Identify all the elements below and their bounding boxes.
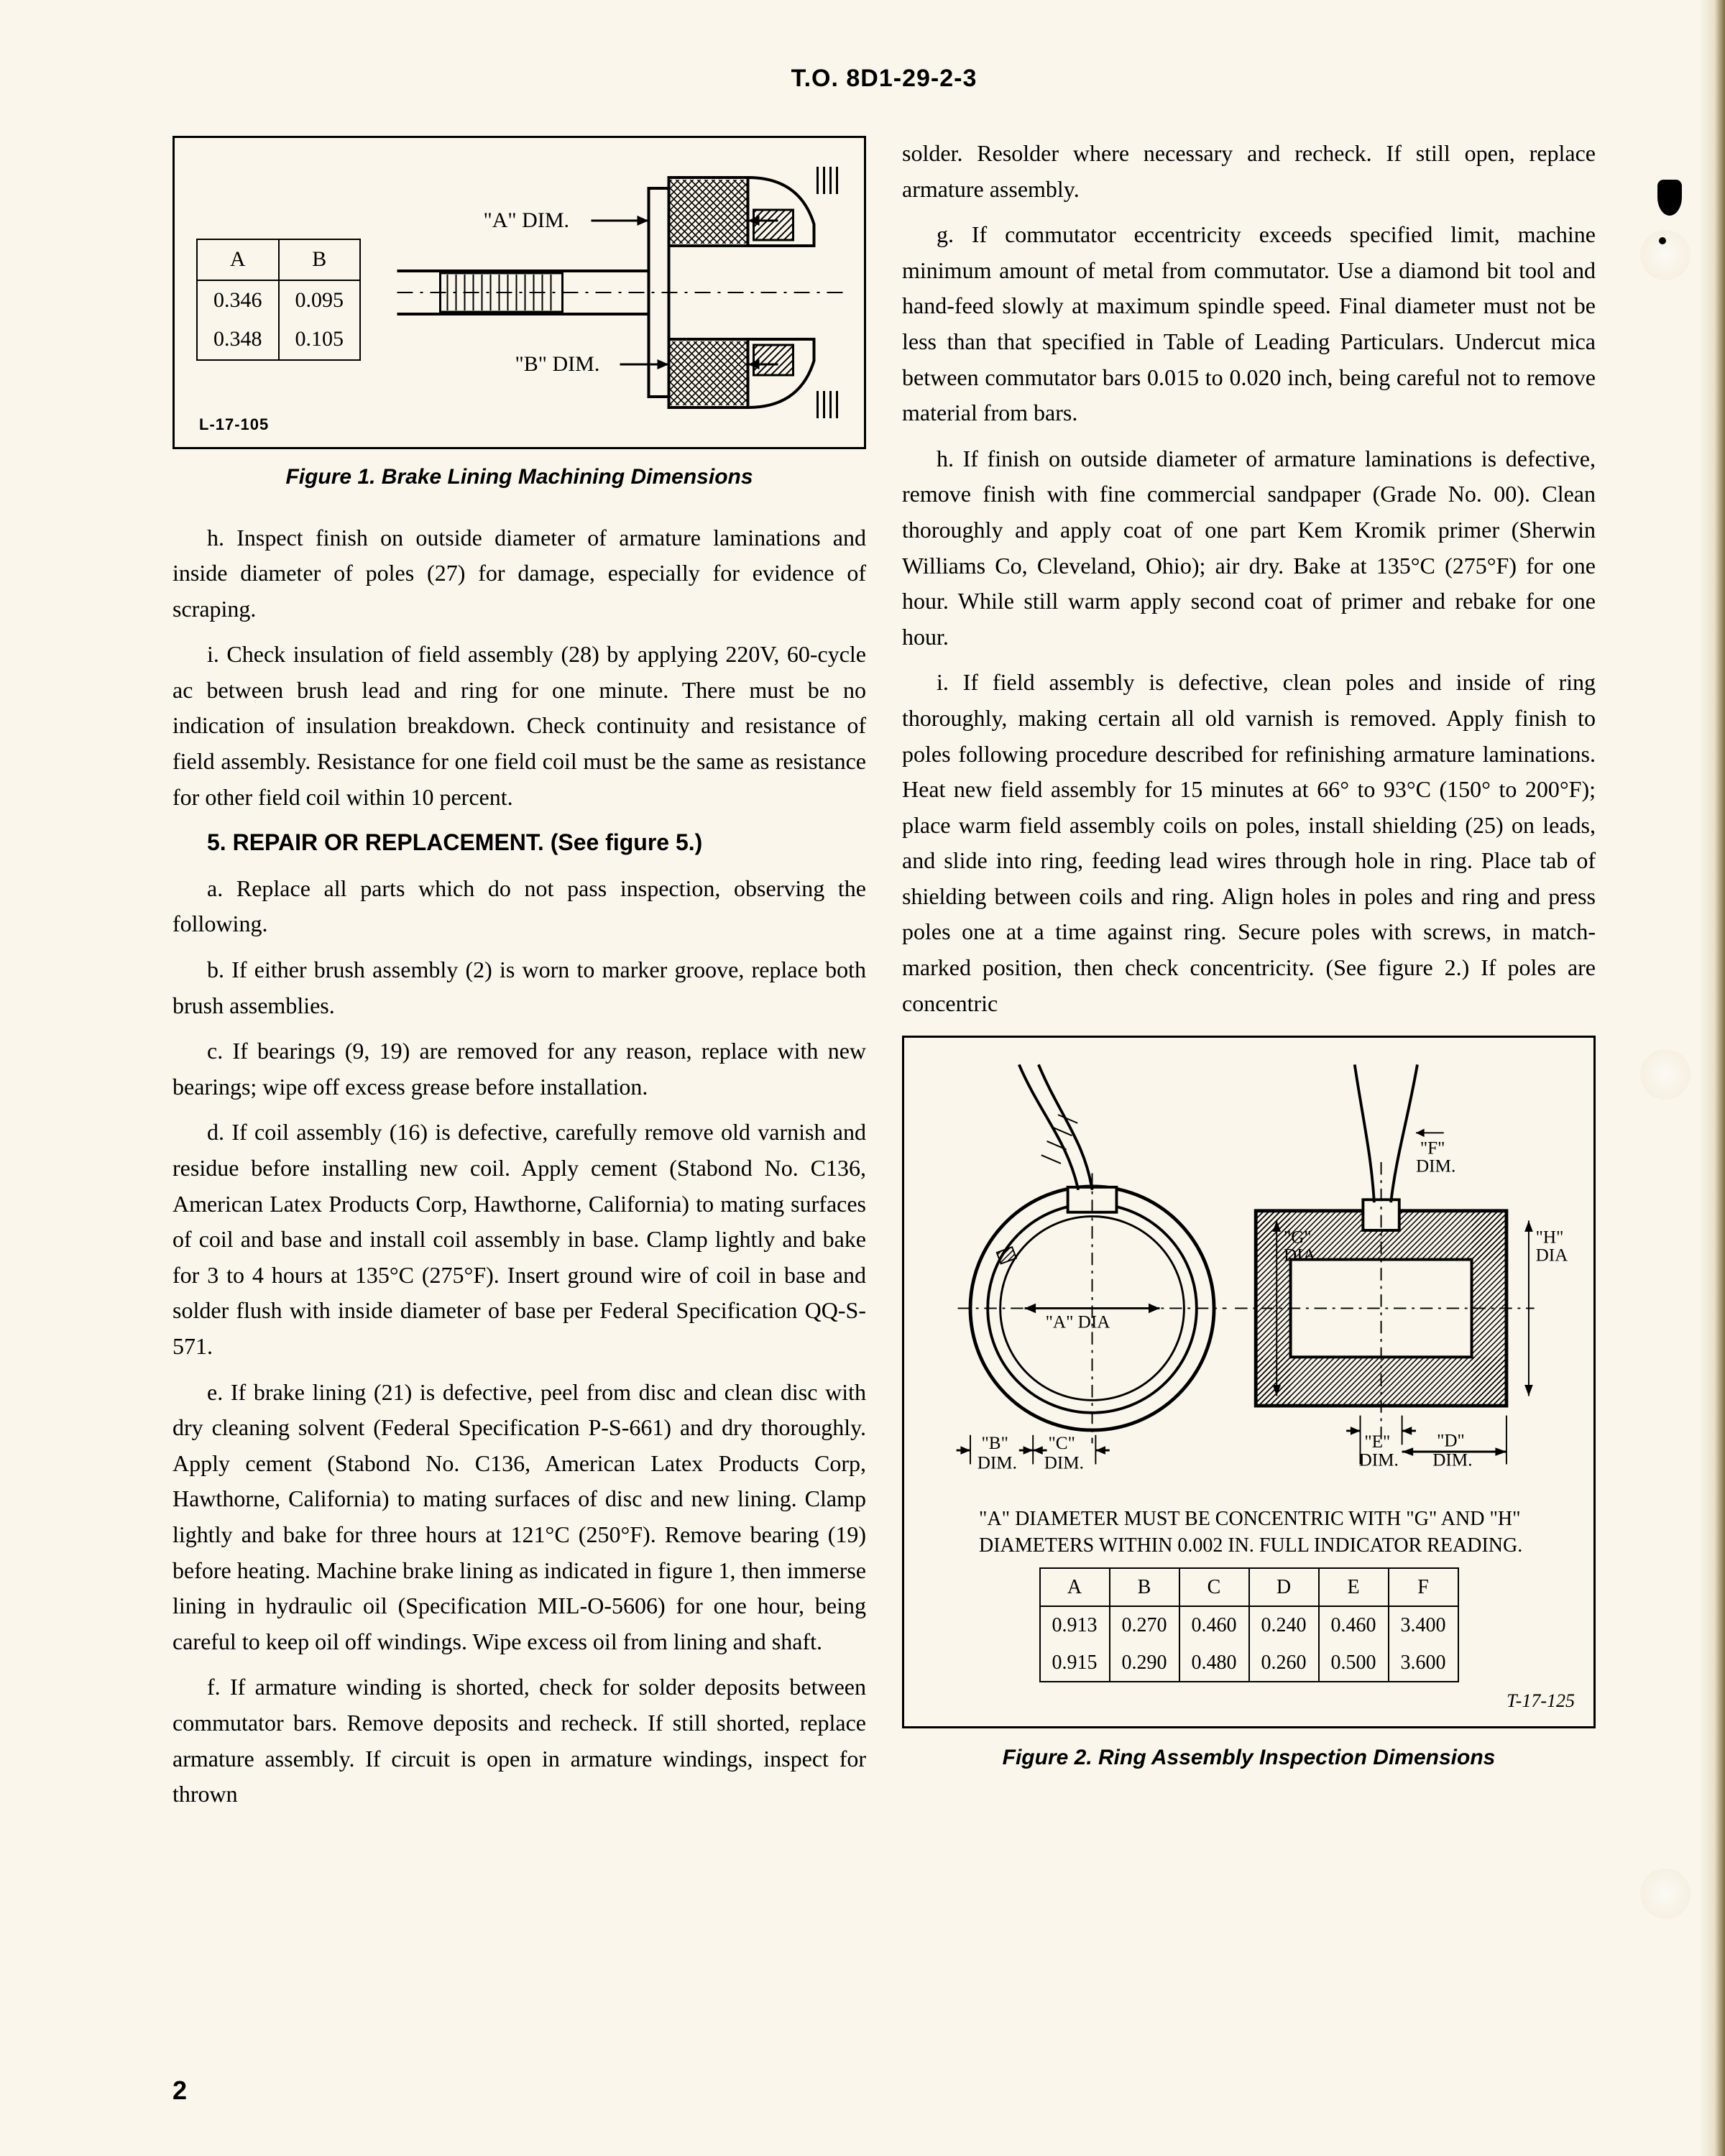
page-edge [1699,0,1725,2156]
f2-td: 0.240 [1249,1606,1319,1644]
f2-td: 0.915 [1040,1644,1110,1682]
svg-text:DIM.: DIM. [1359,1451,1399,1470]
f2-td: 0.270 [1110,1606,1179,1644]
columns: "A" DIM. "B" DIM. A B [172,136,1596,1823]
right-column: solder. Resolder where necessary and rec… [902,136,1596,1823]
figure1-ref: L-17-105 [199,413,269,437]
figure1-frame: "A" DIM. "B" DIM. A B [172,136,866,449]
f2-td: 0.913 [1040,1606,1110,1644]
svg-text:"G": "G" [1284,1228,1312,1248]
f2-th: C [1179,1568,1249,1606]
figure2-table: A B C D E F 0.913 0.270 0.460 0.240 0.46… [1039,1567,1459,1682]
svg-text:"D": "D" [1437,1432,1465,1451]
f2-td: 0.480 [1179,1644,1249,1682]
f2-th: F [1389,1568,1458,1606]
ink-blot [1657,180,1682,216]
f2-td: 0.500 [1319,1644,1389,1682]
figure2-frame: "A" DIA [902,1036,1596,1728]
page-number: 2 [172,2076,187,2106]
f2-th: A [1040,1568,1110,1606]
para-5b: b. If either brush assembly (2) is worn … [172,952,866,1023]
section5-head: 5. REPAIR OR REPLACEMENT. (See figure 5.… [172,825,866,861]
f2-td: 3.600 [1389,1644,1458,1682]
f2-th: B [1110,1568,1179,1606]
svg-text:DIM.: DIM. [1432,1451,1472,1470]
ink-spot [1659,237,1666,244]
svg-text:"A" DIA: "A" DIA [1046,1313,1110,1332]
figure2-ref: T-17-125 [914,1687,1583,1715]
f2-td: 0.290 [1110,1644,1179,1682]
fig1-td: 0.095 [279,280,361,321]
svg-text:"F": "F" [1420,1139,1445,1158]
svg-text:DIM.: DIM. [1416,1157,1455,1176]
punch-hole [1640,1049,1690,1100]
para-i2: i. If field assembly is defective, clean… [902,665,1596,1021]
figure2-note: "A" DIAMETER MUST BE CONCENTRIC WITH "G"… [979,1506,1583,1559]
punch-hole [1640,230,1690,280]
svg-text:DIA: DIA [1536,1246,1568,1266]
figure1-inner: "A" DIM. "B" DIM. A B [175,138,864,447]
figure2-svg: "A" DIA [914,1051,1583,1496]
section5-head-text: 5. REPAIR OR REPLACEMENT. (See figure 5.… [207,829,702,855]
f2-th: D [1249,1568,1319,1606]
para-5d: d. If coil assembly (16) is defective, c… [172,1115,866,1364]
para-h2: h. If finish on outside diameter of arma… [902,441,1596,655]
figure1-caption: Figure 1. Brake Lining Machining Dimensi… [172,461,866,494]
doc-header: T.O. 8D1-29-2-3 [172,65,1596,93]
figure2-caption: Figure 2. Ring Assembly Inspection Dimen… [902,1741,1596,1775]
para-g: g. If commutator eccentricity exceeds sp… [902,217,1596,431]
left-column: "A" DIM. "B" DIM. A B [172,136,866,1823]
para-h: h. Inspect finish on outside diameter of… [172,520,866,627]
punch-hole [1640,1869,1690,1919]
f2-th: E [1319,1568,1389,1606]
para-5f: f. If armature winding is shorted, check… [172,1669,866,1812]
fig1-td: 0.105 [279,320,361,360]
fig1-td: 0.346 [197,280,279,321]
fig1-b-dim-label: "B" DIM. [515,352,600,376]
fig1-th-b: B [279,239,361,280]
para-5c: c. If bearings (9, 19) are removed for a… [172,1033,866,1105]
f2-td: 0.460 [1319,1606,1389,1644]
f2-td: 3.400 [1389,1606,1458,1644]
para-5a: a. Replace all parts which do not pass i… [172,871,866,942]
f2-td: 0.460 [1179,1606,1249,1644]
svg-text:DIA: DIA [1284,1246,1316,1266]
svg-text:"C": "C" [1049,1434,1075,1453]
svg-text:"H": "H" [1536,1228,1564,1248]
svg-text:"B": "B" [982,1434,1008,1453]
page: T.O. 8D1-29-2-3 [0,0,1725,2156]
para-i: i. Check insulation of field assembly (2… [172,637,866,815]
svg-text:DIM.: DIM. [1044,1454,1084,1473]
para-5e: e. If brake lining (21) is defective, pe… [172,1375,866,1660]
para-cont: solder. Resolder where necessary and rec… [902,136,1596,207]
fig1-th-a: A [197,239,279,280]
f2-td: 0.260 [1249,1644,1319,1682]
figure1-table: A B 0.346 0.095 0.348 0.105 [196,239,361,361]
fig1-td: 0.348 [197,320,279,360]
fig1-a-dim-label: "A" DIM. [484,208,570,232]
svg-text:DIM.: DIM. [978,1454,1017,1473]
svg-text:"E": "E" [1364,1432,1390,1452]
